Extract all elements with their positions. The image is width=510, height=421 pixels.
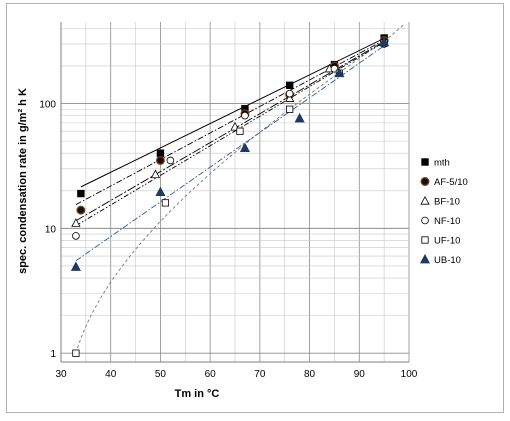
trend-line [75, 45, 385, 262]
chart-frame: 30 40 50 60 70 80 90 100 1 10 100 Tm in °C spec. … [6, 3, 504, 413]
y-tick-label: 10 [45, 224, 57, 235]
legend-marker [421, 158, 429, 166]
legend-label: BF-10 [434, 197, 460, 208]
data-point [241, 111, 249, 120]
legend-label: UF-10 [434, 236, 460, 247]
x-tick-label: 60 [205, 369, 217, 380]
legend: mth AF-5/10 BF-10 NF-10 UF-10 UB-10 [419, 158, 468, 266]
data-points [70, 34, 390, 357]
trend-line [75, 24, 405, 354]
data-point [166, 156, 175, 165]
x-tick-label: 40 [105, 369, 117, 380]
x-tick-label: 30 [55, 369, 67, 380]
x-tick-label: 70 [254, 369, 266, 380]
data-point [72, 232, 80, 240]
data-point [72, 349, 80, 357]
data-point [161, 199, 169, 207]
legend-label: UB-10 [434, 255, 461, 266]
y-tick-label: 1 [50, 349, 56, 360]
legend-marker [421, 236, 429, 244]
data-point [285, 81, 294, 89]
data-point [285, 93, 295, 102]
data-point [379, 36, 390, 47]
legend-marker [420, 195, 430, 205]
data-point [294, 112, 305, 123]
data-point [155, 155, 165, 165]
x-axis-label: Tm in °C [175, 388, 220, 400]
data-point [156, 149, 165, 157]
data-point [76, 205, 86, 215]
y-tick-label: 100 [39, 100, 56, 111]
legend-label: AF-5/10 [434, 177, 468, 188]
data-point [239, 142, 250, 152]
data-point [236, 127, 244, 135]
legend-marker [421, 216, 429, 225]
x-tick-label: 80 [304, 369, 316, 380]
data-point [155, 186, 166, 197]
data-point [285, 89, 294, 98]
trend-line [80, 37, 385, 188]
x-tick-labels: 30 40 50 60 70 80 90 100 [55, 369, 417, 380]
x-tick-label: 50 [155, 369, 167, 380]
legend-marker [419, 253, 431, 264]
x-tick-label: 100 [401, 369, 418, 380]
legend-label: mth [434, 158, 450, 169]
grid [60, 22, 410, 362]
x-tick-label: 90 [354, 369, 366, 380]
trend-lines [75, 24, 405, 354]
axes [60, 22, 409, 363]
legend-marker [420, 177, 430, 186]
data-point [71, 218, 81, 227]
legend-label: NF-10 [434, 216, 460, 227]
data-point [77, 189, 85, 198]
data-point [334, 67, 345, 78]
data-point [70, 261, 81, 271]
data-point [150, 169, 161, 179]
data-point [286, 105, 294, 113]
y-axis-label: spec. condensation rate in g/m² h K [17, 88, 29, 274]
y-tick-labels: 1 10 100 [39, 100, 56, 361]
trend-line [75, 41, 385, 227]
